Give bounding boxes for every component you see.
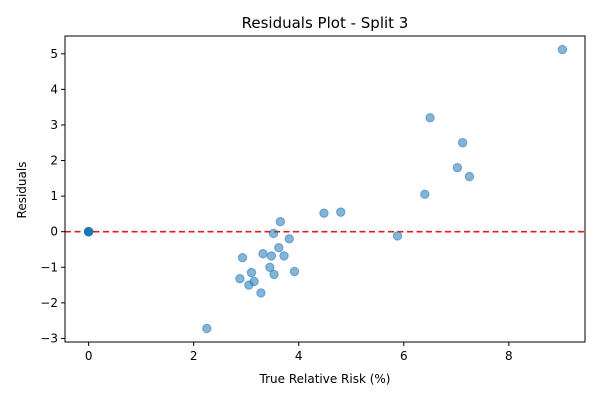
x-axis-label: True Relative Risk (%) [259, 372, 391, 386]
x-tick-label: 0 [85, 349, 93, 363]
y-tick-label: −3 [40, 331, 58, 345]
data-point [452, 162, 463, 173]
data-point [392, 231, 403, 241]
data-point [266, 251, 277, 261]
data-point [557, 44, 568, 55]
y-tick-label: 0 [50, 225, 58, 239]
data-point [237, 252, 248, 263]
data-point [249, 276, 259, 287]
data-point [289, 266, 300, 277]
y-tick-label: −1 [40, 260, 58, 274]
data-point [284, 234, 294, 244]
x-tick-label: 6 [400, 349, 408, 363]
y-tick-label: 2 [50, 154, 58, 168]
x-tick-label: 8 [505, 349, 513, 363]
data-point [265, 262, 275, 272]
data-point [336, 207, 346, 217]
data-point [246, 267, 257, 278]
data-point [425, 113, 435, 123]
data-point [83, 226, 94, 237]
y-tick-label: 4 [50, 82, 58, 96]
x-tick-label: 4 [295, 349, 303, 363]
axes-frame [64, 35, 586, 343]
data-point [420, 189, 430, 200]
data-point [235, 273, 245, 284]
y-tick-label: 1 [50, 189, 58, 203]
y-tick-label: −2 [40, 296, 58, 310]
data-point [274, 243, 284, 253]
data-point [319, 208, 329, 218]
y-tick-label: 3 [50, 118, 58, 132]
data-point [457, 138, 468, 148]
data-point [202, 323, 212, 334]
data-point [275, 217, 286, 227]
y-tick-label: 5 [50, 47, 58, 61]
data-point [268, 228, 279, 239]
data-point [269, 269, 279, 280]
data-point [256, 288, 266, 298]
plot-area: 0 2 4 6 8 −3 −2 −1 0 1 2 3 4 5 [40, 35, 586, 363]
y-axis-label: Residuals [15, 162, 29, 219]
data-point [258, 249, 268, 259]
chart-title: Residuals Plot - Split 3 [242, 14, 409, 32]
x-tick-label: 2 [190, 349, 198, 363]
data-point [279, 251, 289, 261]
data-point [464, 171, 475, 182]
